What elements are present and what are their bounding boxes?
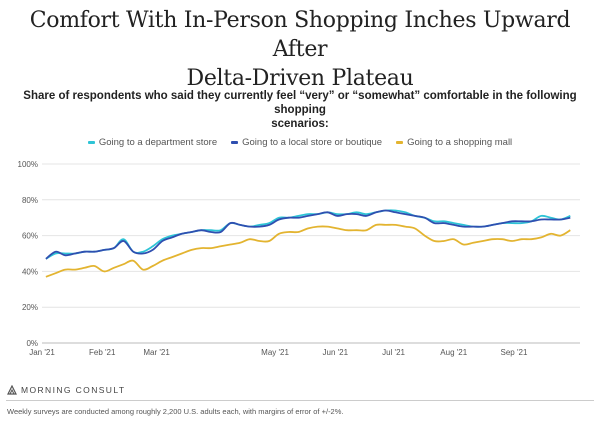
chart-legend: Going to a department store Going to a l… xyxy=(0,137,600,148)
y-tick-label: 0% xyxy=(26,339,38,348)
footnote: Weekly surveys are conducted among rough… xyxy=(7,407,344,416)
footer-divider xyxy=(6,400,594,401)
line-chart: 0% 20% 40% 60% 80% 100% Jan '21 Feb '21 Mar '21… xyxy=(18,160,580,357)
y-axis-labels: 0% 20% 40% 60% 80% 100% xyxy=(18,160,38,348)
morning-consult-logo-icon xyxy=(7,385,17,395)
series-line-shopping-mall xyxy=(45,223,571,278)
brand-logo: MORNING CONSULT xyxy=(7,385,125,395)
x-tick-label: Feb '21 xyxy=(89,348,116,357)
legend-label-department-store: Going to a department store xyxy=(98,137,218,148)
x-axis-labels: Jan '21 Feb '21 Mar '21 May '21 Jun '21 Jul '… xyxy=(29,348,528,357)
y-tick-label: 80% xyxy=(22,196,38,205)
chart-subtitle-line-1: Share of respondents who said they curre… xyxy=(23,90,577,116)
x-tick-label: Aug '21 xyxy=(440,348,467,357)
chart-subtitle: Share of respondents who said they curre… xyxy=(20,89,580,131)
legend-swatch-local-store xyxy=(231,141,239,144)
series-line-department-store xyxy=(45,209,571,260)
legend-item-local-store[interactable]: Going to a local store or boutique xyxy=(231,137,382,148)
legend-swatch-department-store xyxy=(87,141,95,144)
legend-item-department-store[interactable]: Going to a department store xyxy=(87,137,218,148)
chart-title-line-1: Comfort With In-Person Shopping Inches U… xyxy=(29,8,571,62)
x-tick-label: Jan '21 xyxy=(29,348,55,357)
y-tick-label: 60% xyxy=(22,232,38,241)
gridlines xyxy=(42,163,580,344)
x-tick-label: Mar '21 xyxy=(143,348,170,357)
legend-label-local-store: Going to a local store or boutique xyxy=(242,137,383,148)
y-tick-label: 100% xyxy=(18,160,38,169)
x-tick-label: Jun '21 xyxy=(323,348,349,357)
x-tick-label: Sep '21 xyxy=(501,348,528,357)
x-tick-label: May '21 xyxy=(261,348,289,357)
x-tick-label: Jul '21 xyxy=(382,348,405,357)
legend-label-shopping-mall: Going to a shopping mall xyxy=(407,137,513,148)
legend-swatch-shopping-mall xyxy=(396,141,404,144)
y-tick-label: 20% xyxy=(22,303,38,312)
series-lines xyxy=(45,209,571,278)
chart-title: Comfort With In-Person Shopping Inches U… xyxy=(0,6,600,93)
legend-item-shopping-mall[interactable]: Going to a shopping mall xyxy=(396,137,512,148)
series-line-local-store xyxy=(45,209,571,260)
y-tick-label: 40% xyxy=(22,267,38,276)
chart-title-line-2: Delta-Driven Plateau xyxy=(186,66,414,91)
chart-subtitle-line-2: scenarios: xyxy=(271,118,329,130)
brand-name: MORNING CONSULT xyxy=(21,385,126,395)
